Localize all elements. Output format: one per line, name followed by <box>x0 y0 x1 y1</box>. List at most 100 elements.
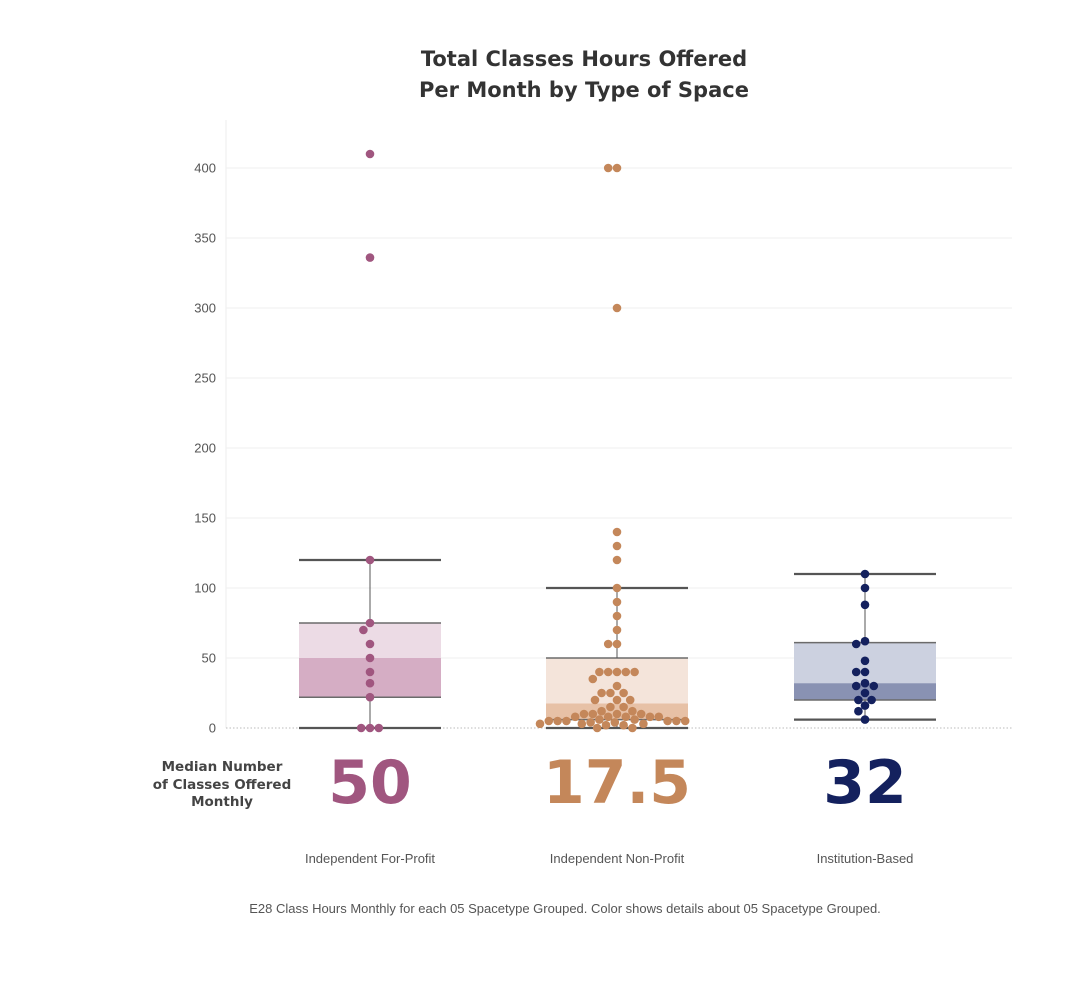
y-tick-label: 50 <box>202 651 216 666</box>
data-point <box>628 723 637 733</box>
y-tick-label: 0 <box>209 721 216 736</box>
y-tick-label: 400 <box>194 161 216 176</box>
data-point <box>663 716 672 726</box>
data-point <box>860 678 870 688</box>
data-point <box>588 709 598 719</box>
data-point <box>365 723 375 733</box>
category-label-non-profit: Independent Non-Profit <box>549 851 685 866</box>
data-point <box>860 600 870 610</box>
data-point <box>612 681 622 691</box>
data-point <box>588 674 598 684</box>
y-tick-label: 250 <box>194 371 216 386</box>
data-point <box>639 719 648 729</box>
data-point <box>365 653 375 663</box>
data-point <box>612 667 622 677</box>
data-point <box>867 695 876 705</box>
median-value-institution: 32 <box>823 748 907 818</box>
data-point <box>374 723 384 733</box>
data-point <box>365 618 375 628</box>
data-point <box>869 681 879 691</box>
data-point <box>860 656 870 666</box>
median-value-non-profit: 17.5 <box>542 748 692 818</box>
data-point <box>625 695 635 705</box>
data-point <box>603 163 613 173</box>
data-point <box>612 625 622 635</box>
data-point <box>851 667 861 677</box>
data-point <box>365 678 375 688</box>
data-point <box>365 639 375 649</box>
data-point <box>860 569 870 579</box>
data-point <box>590 695 600 705</box>
data-point <box>595 715 604 724</box>
data-point <box>851 681 861 691</box>
data-point <box>610 718 620 727</box>
data-point <box>612 583 622 593</box>
data-point <box>621 712 631 722</box>
data-point <box>535 719 545 729</box>
data-point <box>601 720 611 730</box>
data-point <box>586 718 595 727</box>
data-point <box>612 611 622 621</box>
data-point <box>854 695 863 705</box>
data-point <box>577 719 587 729</box>
data-point <box>612 555 622 565</box>
data-point <box>365 667 375 677</box>
data-point <box>851 639 861 649</box>
data-point <box>619 688 628 698</box>
data-point <box>860 715 870 724</box>
data-point <box>365 149 375 159</box>
data-point <box>570 712 580 722</box>
data-point <box>359 625 368 635</box>
chart-title-line-1: Total Classes Hours Offered <box>420 47 748 71</box>
data-point <box>612 709 622 719</box>
data-point <box>595 667 604 677</box>
data-point <box>606 688 615 698</box>
data-point <box>612 303 622 313</box>
data-point <box>860 688 870 698</box>
data-point <box>612 597 622 607</box>
data-point <box>860 701 870 710</box>
data-point <box>606 702 615 712</box>
y-tick-label: 150 <box>194 511 216 526</box>
data-point <box>597 706 606 716</box>
data-point <box>365 555 375 565</box>
data-point <box>603 639 613 649</box>
data-point <box>562 716 571 726</box>
footnote: E28 Class Hours Monthly for each 05 Spac… <box>249 901 881 916</box>
y-tick-label: 300 <box>194 301 216 316</box>
data-point <box>619 702 628 712</box>
data-point <box>630 715 639 724</box>
data-point <box>654 712 664 722</box>
data-point <box>612 695 622 705</box>
data-point <box>603 712 613 722</box>
data-point <box>603 667 613 677</box>
data-point <box>592 723 602 733</box>
data-point <box>365 253 375 262</box>
y-tick-label: 350 <box>194 231 216 246</box>
data-point <box>612 541 622 551</box>
data-point <box>553 716 562 726</box>
data-point <box>628 706 637 716</box>
y-tick-label: 100 <box>194 581 216 596</box>
box-lower <box>299 658 441 698</box>
data-point <box>860 667 870 677</box>
data-point <box>630 667 639 677</box>
data-point <box>612 163 622 173</box>
y-tick-label: 200 <box>194 441 216 456</box>
category-label-for-profit: Independent For-Profit <box>304 851 436 866</box>
category-label-institution: Institution-Based <box>816 851 914 866</box>
data-point <box>860 583 870 593</box>
data-point <box>645 712 655 722</box>
data-point <box>365 692 375 702</box>
data-point <box>356 723 366 733</box>
data-point <box>860 636 870 646</box>
data-point <box>672 716 681 726</box>
median-value-for-profit: 50 <box>328 748 412 818</box>
chart-title: Total Classes Hours Offered Per Month by… <box>0 44 1091 106</box>
data-point <box>579 709 589 719</box>
data-point <box>854 706 863 716</box>
data-point <box>680 716 690 726</box>
data-point <box>636 709 646 719</box>
data-point <box>621 667 631 677</box>
data-point <box>612 527 622 537</box>
